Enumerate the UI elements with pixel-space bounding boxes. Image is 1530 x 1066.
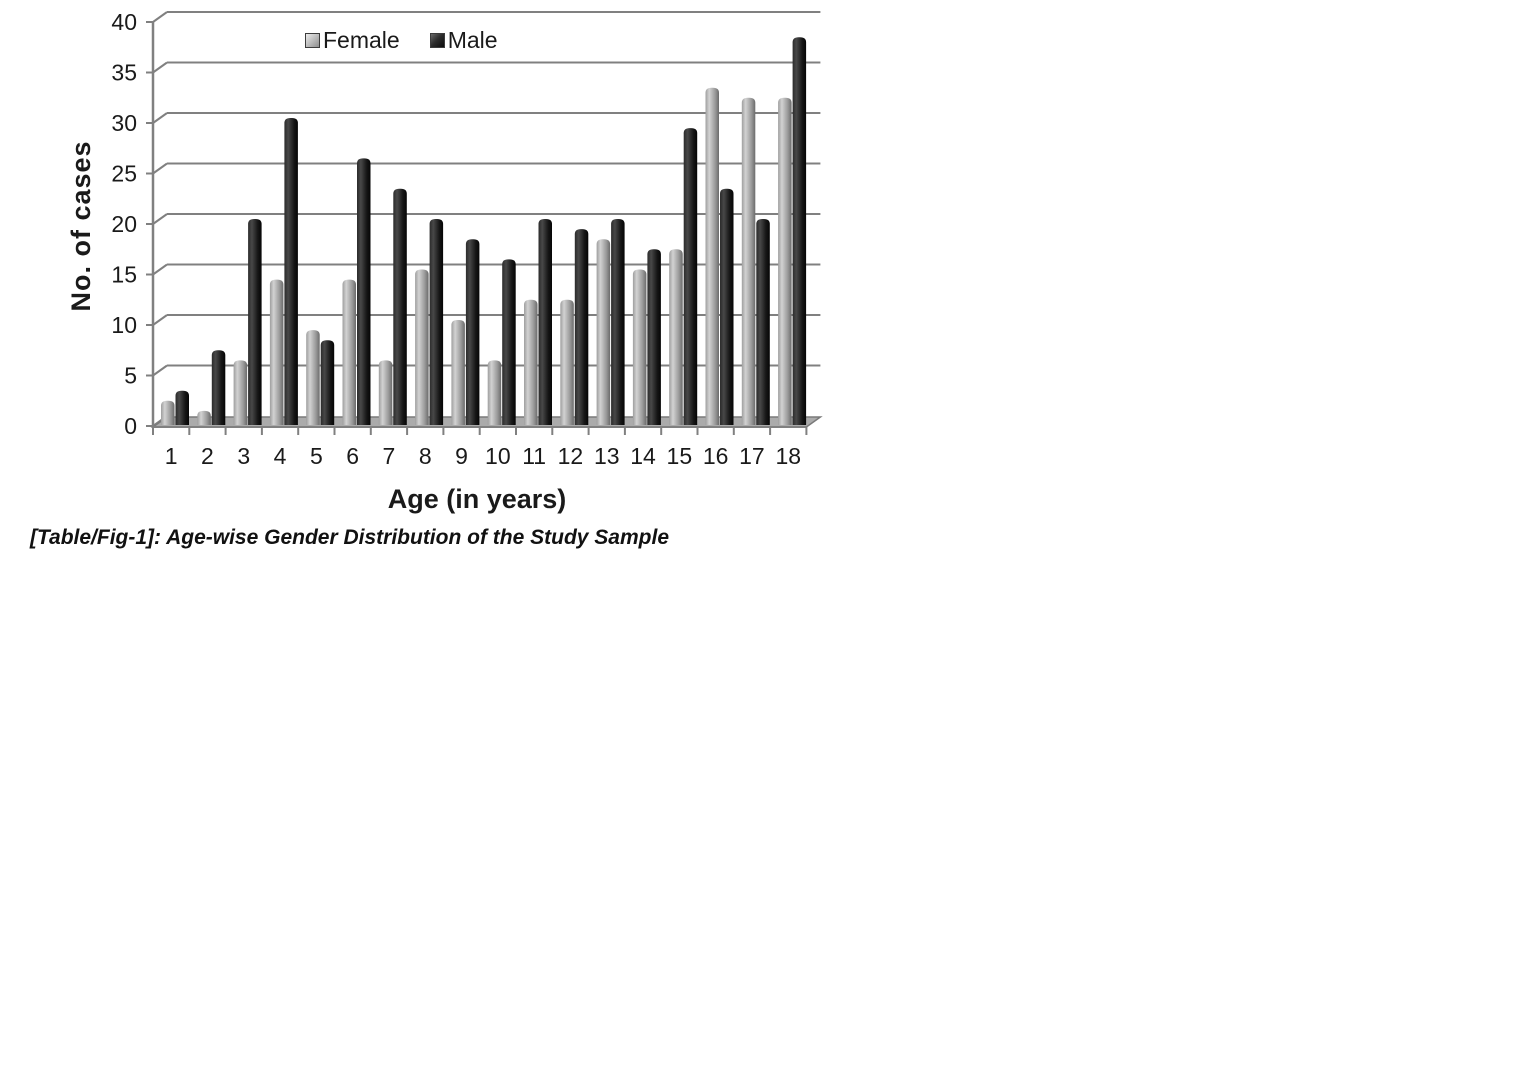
bar-male-age-6 <box>357 158 371 425</box>
x-tick-label-17: 17 <box>739 443 765 469</box>
x-tick-label-9: 9 <box>455 443 468 469</box>
x-tick-label-3: 3 <box>237 443 250 469</box>
y-tick-label-10: 10 <box>111 312 137 338</box>
x-tick-label-2: 2 <box>201 443 214 469</box>
bar-male-age-10 <box>502 259 516 425</box>
y-tick-label-35: 35 <box>111 60 137 86</box>
y-axis-title: No. of cases <box>66 140 96 312</box>
bar-male-age-9 <box>465 239 480 425</box>
x-tick-label-7: 7 <box>383 443 396 469</box>
x-tick-label-13: 13 <box>594 443 620 469</box>
bar-female-age-5 <box>306 330 320 425</box>
bar-female-age-8 <box>415 269 429 425</box>
y-tick-label-5: 5 <box>124 363 137 389</box>
gridline-diagonal-15 <box>152 263 168 276</box>
legend-item-male: Male <box>429 27 498 54</box>
bar-male-age-2 <box>211 350 226 425</box>
bar-male-age-5 <box>320 340 335 425</box>
bar-female-age-18 <box>778 97 792 426</box>
bar-female-age-3 <box>233 360 248 425</box>
bar-male-age-11 <box>538 219 552 425</box>
x-tick-label-1: 1 <box>165 443 178 469</box>
chart: 0 5 10 15 20 25 30 35 40 1 2 3 4 5 6 7 8 9 10 11 12 13 14 15 16 1… <box>0 0 860 520</box>
bar-female-age-4 <box>269 279 284 425</box>
bar-female-age-12 <box>560 299 574 425</box>
x-tick-label-5: 5 <box>310 443 323 469</box>
bar-female-age-9 <box>451 320 465 425</box>
y-tick-label-30: 30 <box>111 110 137 136</box>
x-tick-label-8: 8 <box>419 443 432 469</box>
bar-female-age-15 <box>669 249 683 425</box>
legend-label-male: Male <box>447 27 498 53</box>
bar-female-age-2 <box>197 410 211 425</box>
bar-male-age-1 <box>175 390 189 425</box>
gridline-diagonal-5 <box>152 364 168 377</box>
y-tick-label-15: 15 <box>111 262 137 288</box>
gridline-diagonal-30 <box>152 112 168 124</box>
x-tick-label-6: 6 <box>346 443 359 469</box>
legend-label-female: Female <box>323 27 400 53</box>
bar-female-age-14 <box>632 269 647 425</box>
bar-male-age-18 <box>792 37 807 425</box>
bar-female-age-1 <box>161 400 175 425</box>
bar-male-age-13 <box>611 219 625 425</box>
figure-caption: [Table/Fig-1]: Age-wise Gender Distribut… <box>30 526 669 549</box>
gridline-diagonal-40 <box>152 11 168 23</box>
gridline-diagonal-20 <box>152 213 168 225</box>
male-swatch-icon <box>429 33 445 48</box>
bar-male-age-4 <box>284 118 298 425</box>
bar-male-age-8 <box>429 219 444 425</box>
x-tick-label-4: 4 <box>274 443 287 469</box>
x-axis-title: Age (in years) <box>387 484 567 514</box>
gridline-diagonal-25 <box>152 162 168 175</box>
y-tick-label-25: 25 <box>111 161 137 187</box>
bar-male-age-15 <box>683 128 698 425</box>
bar-female-age-16 <box>705 87 719 425</box>
x-tick-label-12: 12 <box>558 443 584 469</box>
bar-male-age-3 <box>248 219 262 425</box>
bar-female-age-7 <box>378 360 393 425</box>
y-tick-label-0: 0 <box>124 413 137 439</box>
x-tick-label-16: 16 <box>703 443 729 469</box>
bar-female-age-17 <box>741 97 756 426</box>
bar-female-age-6 <box>342 279 356 425</box>
x-tick-label-18: 18 <box>775 443 801 469</box>
x-tick-label-11: 11 <box>522 443 546 469</box>
x-tick-label-10: 10 <box>485 443 511 469</box>
gridline-diagonal-10 <box>152 314 168 326</box>
female-swatch-icon <box>305 33 320 48</box>
legend-item-female: Female <box>305 27 400 54</box>
bar-male-age-17 <box>756 219 770 425</box>
y-tick-label-40: 40 <box>111 9 137 35</box>
bar-female-age-11 <box>524 299 538 425</box>
bar-male-age-16 <box>720 188 734 425</box>
gridline-diagonal-35 <box>152 61 168 74</box>
bar-female-age-10 <box>487 360 502 425</box>
legend: Female Male <box>305 27 498 54</box>
bar-male-age-7 <box>393 188 407 425</box>
y-tick-label-20: 20 <box>111 211 137 237</box>
x-tick-label-15: 15 <box>667 443 693 469</box>
bar-female-age-13 <box>596 239 611 425</box>
bar-male-age-12 <box>574 229 589 425</box>
bar-male-age-14 <box>647 249 661 425</box>
x-tick-label-14: 14 <box>630 443 656 469</box>
